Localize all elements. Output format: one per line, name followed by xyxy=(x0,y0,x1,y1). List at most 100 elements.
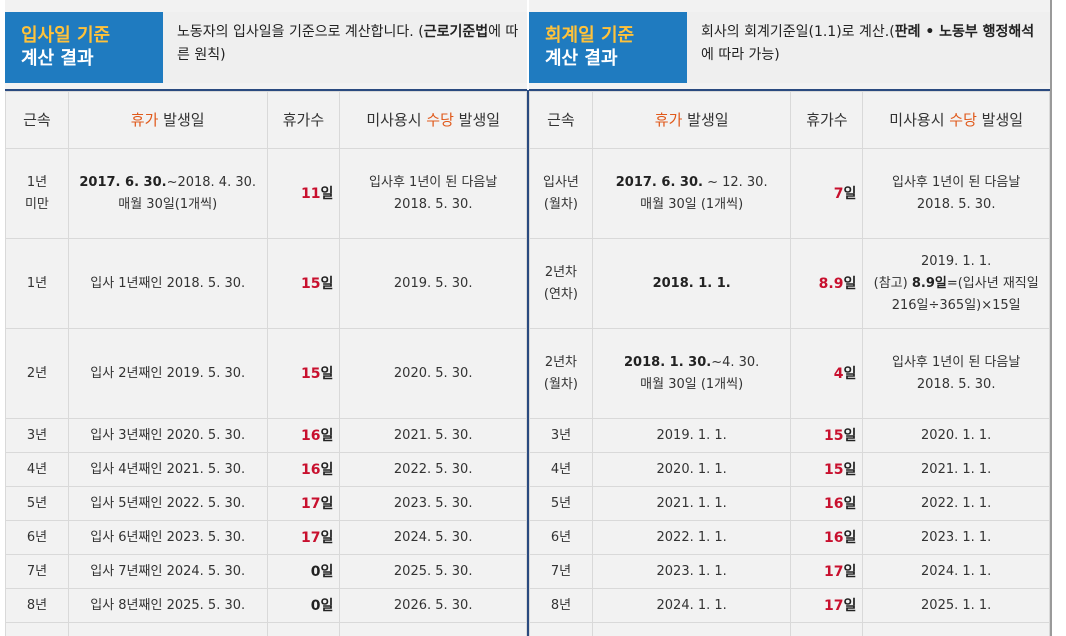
tenure-cell: 6년 xyxy=(5,520,69,555)
leave-date-cell: 2017. 6. 30. ~ 12. 30. 매월 30일 (1개씩) xyxy=(591,148,792,239)
table-row: 6년 2022. 1. 1. 16일 2023. 1. 1. xyxy=(529,520,1050,555)
leave-date-cell: 입사 2년째인 2019. 5. 30. xyxy=(67,328,268,419)
leave-days-cell: 15일 xyxy=(266,238,341,329)
pay-date-cell: 2019. 1. 1. (참고) 8.9일=(입사년 재직일 216일÷365일)×… xyxy=(862,238,1050,329)
pay-date-cell: 입사후 1년이 된 다음날 2018. 5. 30. xyxy=(862,148,1050,239)
table-row xyxy=(5,622,527,636)
col-tenure: 근속 xyxy=(5,91,69,149)
col-pay-date: 미사용시 수당 발생일 xyxy=(339,91,527,149)
leave-days-cell: 17일 xyxy=(266,486,341,521)
leave-days-cell: 11일 xyxy=(266,148,341,239)
leave-date-cell: 2022. 1. 1. xyxy=(591,520,792,555)
table-row: 8년 입사 8년째인 2025. 5. 30. 0일 2026. 5. 30. xyxy=(5,588,527,623)
tenure-cell: 4년 xyxy=(529,452,593,487)
table-row: 입사년 (월차) 2017. 6. 30. ~ 12. 30. 매월 30일 (1개씩… xyxy=(529,148,1050,239)
leave-date-cell xyxy=(591,622,792,636)
leave-date-cell: 2020. 1. 1. xyxy=(591,452,792,487)
pay-date-cell: 2023. 1. 1. xyxy=(862,520,1050,555)
pay-date-cell: 2025. 1. 1. xyxy=(862,588,1050,623)
leave-date-cell: 2018. 1. 30.~4. 30. 매월 30일 (1개씩) xyxy=(591,328,792,419)
col-leave-date: 휴가 발생일 xyxy=(591,91,792,149)
scrollbar-edge xyxy=(1050,0,1052,636)
tenure-cell: 2년차 (월차) xyxy=(529,328,593,419)
leave-date-cell xyxy=(67,622,268,636)
tenure-cell: 5년 xyxy=(529,486,593,521)
fiscal-date-panel: 회계일 기준 계산 결과 회사의 회계기준일(1.1)로 계산.(판례 • 노동… xyxy=(529,0,1050,636)
divider xyxy=(529,89,1050,91)
pay-date-cell: 입사후 1년이 된 다음날 2018. 5. 30. xyxy=(339,148,527,239)
fiscal-date-description: 회사의 회계기준일(1.1)로 계산.(판례 • 노동부 행정해석에 따라 가능… xyxy=(701,24,1035,63)
tenure-cell: 2년 xyxy=(5,328,69,419)
col-tenure: 근속 xyxy=(529,91,593,149)
col-leave-date: 휴가 발생일 xyxy=(67,91,268,149)
pay-date-cell xyxy=(862,622,1050,636)
joining-date-header: 입사일 기준 계산 결과 노동자의 입사일을 기준으로 계산합니다. (근로기준… xyxy=(5,12,527,83)
tenure-cell: 2년차 (연차) xyxy=(529,238,593,329)
pay-date-cell: 입사후 1년이 된 다음날 2018. 5. 30. xyxy=(862,328,1050,419)
leave-days-cell: 16일 xyxy=(266,452,341,487)
leave-date-cell: 입사 5년째인 2022. 5. 30. xyxy=(67,486,268,521)
leave-days-cell xyxy=(266,622,341,636)
leave-days-cell: 15일 xyxy=(790,418,864,453)
leave-date-cell: 입사 3년째인 2020. 5. 30. xyxy=(67,418,268,453)
leave-date-cell: 2019. 1. 1. xyxy=(591,418,792,453)
leave-days-cell xyxy=(790,622,864,636)
col-days: 휴가수 xyxy=(790,91,864,149)
joining-date-title: 입사일 기준 계산 결과 xyxy=(5,12,163,83)
fiscal-date-table: 근속 휴가 발생일 휴가수 미사용시 수당 발생일 입사년 (월차) 2017. 6. 3… xyxy=(529,91,1050,636)
leave-days-cell: 7일 xyxy=(790,148,864,239)
table-row: 6년 입사 6년째인 2023. 5. 30. 17일 2024. 5. 30. xyxy=(5,520,527,555)
leave-days-cell: 16일 xyxy=(790,520,864,555)
fiscal-date-header: 회계일 기준 계산 결과 회사의 회계기준일(1.1)로 계산.(판례 • 노동… xyxy=(529,12,1050,83)
leave-days-cell: 16일 xyxy=(790,486,864,521)
table-row: 7년 입사 7년째인 2024. 5. 30. 0일 2025. 5. 30. xyxy=(5,554,527,589)
header-row: 근속 휴가 발생일 휴가수 미사용시 수당 발생일 xyxy=(5,91,527,149)
tenure-cell: 8년 xyxy=(5,588,69,623)
pay-date-cell: 2022. 5. 30. xyxy=(339,452,527,487)
table-row: 4년 2020. 1. 1. 15일 2021. 1. 1. xyxy=(529,452,1050,487)
table-row: 5년 2021. 1. 1. 16일 2022. 1. 1. xyxy=(529,486,1050,521)
tenure-cell: 7년 xyxy=(5,554,69,589)
header-row: 근속 휴가 발생일 휴가수 미사용시 수당 발생일 xyxy=(529,91,1050,149)
joining-date-description: 노동자의 입사일을 기준으로 계산합니다. (근로기준법에 따른 원칙) xyxy=(177,24,519,63)
leave-date-cell: 2021. 1. 1. xyxy=(591,486,792,521)
leave-days-cell: 8.9일 xyxy=(790,238,864,329)
table-row: 2년차 (월차) 2018. 1. 30.~4. 30. 매월 30일 (1개씩) 4일… xyxy=(529,328,1050,419)
tenure-cell: 7년 xyxy=(529,554,593,589)
tenure-cell: 4년 xyxy=(5,452,69,487)
leave-days-cell: 17일 xyxy=(790,554,864,589)
col-days: 휴가수 xyxy=(266,91,341,149)
leave-days-cell: 15일 xyxy=(266,328,341,419)
leave-date-cell: 입사 8년째인 2025. 5. 30. xyxy=(67,588,268,623)
divider xyxy=(5,89,527,91)
tenure-cell xyxy=(5,622,69,636)
table-row xyxy=(529,622,1050,636)
table-row: 1년 미만 2017. 6. 30.~2018. 4. 30. 매월 30일(1개씩)… xyxy=(5,148,527,239)
pay-date-cell: 2026. 5. 30. xyxy=(339,588,527,623)
pay-date-cell: 2024. 5. 30. xyxy=(339,520,527,555)
pay-date-cell: 2021. 1. 1. xyxy=(862,452,1050,487)
joining-date-table: 근속 휴가 발생일 휴가수 미사용시 수당 발생일 1년 미만 2017. 6. 30.~… xyxy=(5,91,527,636)
tenure-cell: 3년 xyxy=(5,418,69,453)
tenure-cell xyxy=(529,622,593,636)
leave-days-cell: 17일 xyxy=(266,520,341,555)
leave-days-cell: 4일 xyxy=(790,328,864,419)
table-row: 3년 입사 3년째인 2020. 5. 30. 16일 2021. 5. 30. xyxy=(5,418,527,453)
joining-date-panel: 입사일 기준 계산 결과 노동자의 입사일을 기준으로 계산합니다. (근로기준… xyxy=(5,0,527,636)
panel-separator xyxy=(527,90,529,636)
tenure-cell: 3년 xyxy=(529,418,593,453)
leave-date-cell: 입사 1년째인 2018. 5. 30. xyxy=(67,238,268,329)
leave-date-cell: 2017. 6. 30.~2018. 4. 30. 매월 30일(1개씩) xyxy=(67,148,268,239)
pay-date-cell: 2021. 5. 30. xyxy=(339,418,527,453)
leave-date-cell: 2024. 1. 1. xyxy=(591,588,792,623)
table-row: 8년 2024. 1. 1. 17일 2025. 1. 1. xyxy=(529,588,1050,623)
pay-date-cell: 2023. 5. 30. xyxy=(339,486,527,521)
leave-date-cell: 2018. 1. 1. xyxy=(591,238,792,329)
leave-date-cell: 2023. 1. 1. xyxy=(591,554,792,589)
tenure-cell: 입사년 (월차) xyxy=(529,148,593,239)
pay-date-cell: 2024. 1. 1. xyxy=(862,554,1050,589)
pay-date-cell: 2022. 1. 1. xyxy=(862,486,1050,521)
tenure-cell: 1년 xyxy=(5,238,69,329)
leave-days-cell: 15일 xyxy=(790,452,864,487)
leave-days-cell: 17일 xyxy=(790,588,864,623)
